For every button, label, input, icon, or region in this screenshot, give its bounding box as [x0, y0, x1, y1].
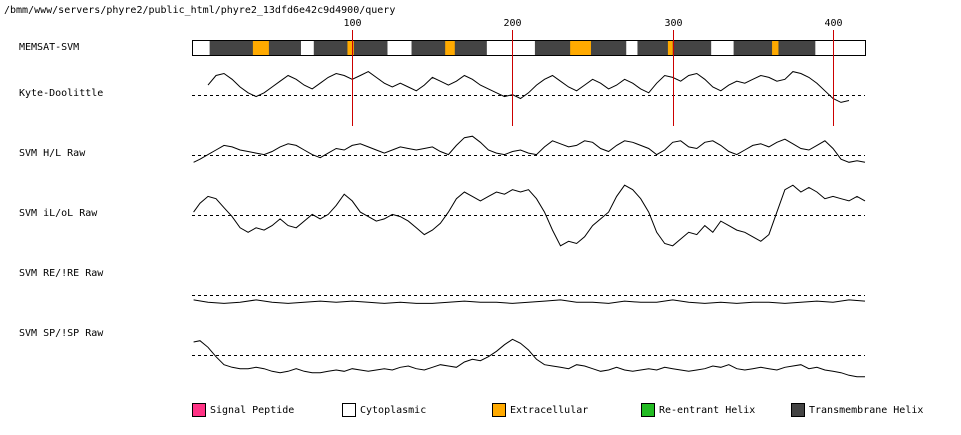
legend-item-cytoplasmic: Cytoplasmic	[342, 403, 426, 417]
topology-segment-extracellular	[445, 40, 457, 55]
series-line-hl	[193, 135, 866, 163]
topology-segment-extracellular	[667, 40, 675, 55]
legend-swatch-extracellular	[492, 403, 506, 417]
topology-segment-extracellular	[252, 40, 271, 55]
topology-segment-transmembrane-helix	[313, 40, 350, 55]
track-label-svm-re: SVM RE/!RE Raw	[19, 268, 104, 279]
topology-segment-extracellular	[570, 40, 593, 55]
legend-item-transmembrane-helix: Transmembrane Helix	[791, 403, 923, 417]
tick-label-400: 400	[824, 18, 842, 29]
topology-segment-cytoplasmic	[192, 40, 212, 55]
legend-swatch-cytoplasmic	[342, 403, 356, 417]
topology-segment-transmembrane-helix	[590, 40, 628, 55]
topology-segment-cytoplasmic	[626, 40, 640, 55]
topology-segment-cytoplasmic	[815, 40, 865, 55]
legend-item-reentrant-helix: Re-entrant Helix	[641, 403, 755, 417]
topology-segment-cytoplasmic	[300, 40, 316, 55]
topology-segment-transmembrane-helix	[637, 40, 670, 55]
topology-segment-cytoplasmic	[486, 40, 537, 55]
legend-swatch-transmembrane-helix	[791, 403, 805, 417]
legend-label-reentrant-helix: Re-entrant Helix	[659, 404, 756, 416]
legend-label-signal-peptide: Signal Peptide	[210, 404, 295, 416]
topology-segment-transmembrane-helix	[672, 40, 713, 55]
topology-segment-cytoplasmic	[711, 40, 736, 55]
series-line-kd	[207, 71, 850, 103]
legend-swatch-reentrant-helix	[641, 403, 655, 417]
legend-label-extracellular: Extracellular	[510, 404, 589, 416]
profile-lines	[192, 71, 866, 378]
legend: Signal Peptide Cytoplasmic Extracellular…	[192, 403, 952, 423]
topology-segment-cytoplasmic	[387, 40, 414, 55]
series-line-re	[193, 299, 866, 304]
track-label-svm-sp: SVM SP/!SP Raw	[19, 328, 104, 339]
track-label-svm-il-ol: SVM iL/oL Raw	[19, 208, 98, 219]
topology-segment-transmembrane-helix	[534, 40, 572, 55]
topology-segment-extracellular	[772, 40, 781, 55]
topology-bar-frame	[192, 40, 866, 56]
topology-segment-transmembrane-helix	[353, 40, 390, 55]
legend-swatch-signal-peptide	[192, 403, 206, 417]
track-label-memsat: MEMSAT-SVM	[19, 42, 80, 53]
topology-segment-transmembrane-helix	[209, 40, 255, 55]
tick-label-300: 300	[664, 18, 682, 29]
topology-segment-transmembrane-helix	[268, 40, 303, 55]
track-label-svm-hl: SVM H/L Raw	[19, 148, 86, 159]
series-line-iloL	[193, 184, 866, 247]
legend-item-signal-peptide: Signal Peptide	[192, 403, 294, 417]
legend-item-extracellular: Extracellular	[492, 403, 588, 417]
topology-segment-transmembrane-helix	[411, 40, 447, 55]
legend-label-cytoplasmic: Cytoplasmic	[360, 404, 427, 416]
topology-segment-transmembrane-helix	[454, 40, 489, 55]
tick-label-100: 100	[343, 18, 361, 29]
position-markers	[352, 30, 834, 126]
legend-label-transmembrane-helix: Transmembrane Helix	[809, 404, 924, 416]
topology-plot: 100 200 300 400	[192, 18, 866, 378]
query-path-title: /bmm/www/servers/phyre2/public_html/phyr…	[4, 5, 396, 16]
topology-segment-transmembrane-helix	[778, 40, 817, 55]
position-tick-labels: 100 200 300 400	[343, 18, 842, 29]
series-line-sp	[193, 338, 865, 378]
topology-segment-transmembrane-helix	[733, 40, 774, 55]
topology-segment-extracellular	[347, 40, 356, 55]
track-label-kyte-doolittle: Kyte-Doolittle	[19, 88, 104, 99]
memsat-topology-bar	[192, 40, 866, 56]
tick-label-200: 200	[503, 18, 521, 29]
